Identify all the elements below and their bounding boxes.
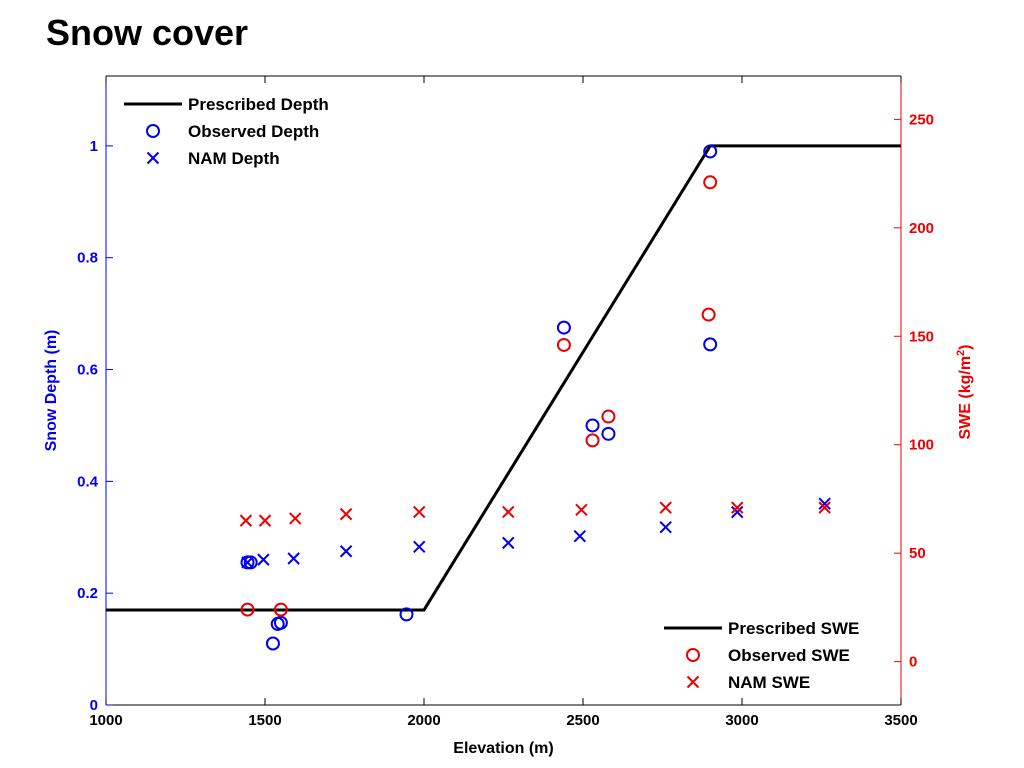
observed-depth-point bbox=[243, 555, 258, 570]
legend-label: Prescribed SWE bbox=[728, 619, 859, 638]
legend-label: Prescribed Depth bbox=[188, 95, 329, 114]
observed-swe-point bbox=[601, 409, 616, 424]
nam-swe-point bbox=[502, 505, 515, 519]
observed-depth-point bbox=[703, 144, 718, 159]
observed-depth-point bbox=[399, 607, 414, 622]
nam-depth-point bbox=[659, 520, 672, 534]
right-y-axis-label: SWE (kg/m2) bbox=[955, 344, 974, 439]
x-axis-label: Elevation (m) bbox=[453, 740, 553, 757]
right-y-tick-label: 0 bbox=[909, 654, 917, 671]
nam-depth-point bbox=[502, 536, 515, 550]
nam-swe-point bbox=[818, 501, 831, 514]
observed-swe-point bbox=[703, 175, 718, 190]
left-y-tick-label: 0 bbox=[90, 697, 98, 714]
left-y-tick-label: 0.8 bbox=[77, 250, 98, 267]
left-y-axis-label: Snow Depth (m) bbox=[43, 330, 60, 452]
observed-swe-point bbox=[273, 602, 288, 617]
nam-swe-legend-symbol bbox=[686, 675, 700, 689]
nam-swe-point bbox=[289, 512, 302, 525]
legend-label: NAM Depth bbox=[188, 149, 280, 168]
right-y-tick-label: 250 bbox=[909, 111, 934, 128]
legend-top-left: Prescribed Depth Observed Depth NAM Depth bbox=[124, 95, 329, 168]
observed-swe-legend-symbol bbox=[686, 648, 700, 662]
nam-depth-point bbox=[818, 497, 831, 510]
observed-depth-point bbox=[556, 320, 571, 335]
right-y-tick-label: 200 bbox=[909, 220, 934, 237]
observed-swe-point bbox=[556, 337, 571, 352]
left-y-tick-label: 1 bbox=[90, 138, 98, 155]
right-y-tick-label: 50 bbox=[909, 545, 926, 562]
nam-swe-point bbox=[413, 505, 426, 519]
observed-depth-point bbox=[273, 615, 288, 630]
legend-bottom-right: Prescribed SWE Observed SWE NAM SWE bbox=[664, 619, 859, 692]
left-y-tick-label: 0.6 bbox=[77, 362, 98, 379]
nam-depth-legend-symbol bbox=[146, 151, 160, 165]
legend-label: Observed Depth bbox=[188, 122, 319, 141]
legend-label: Observed SWE bbox=[728, 646, 850, 665]
observed-swe-point bbox=[701, 307, 716, 322]
nam-depth-point bbox=[257, 553, 270, 566]
nam-depth-point bbox=[339, 545, 353, 558]
left-y-tick-label: 0.4 bbox=[77, 473, 99, 490]
nam-depth-point bbox=[573, 529, 587, 543]
right-y-tick-label: 150 bbox=[909, 328, 934, 345]
nam-swe-point bbox=[258, 514, 272, 527]
observed-depth-point bbox=[265, 636, 280, 651]
right-y-tick-label: 100 bbox=[909, 437, 934, 454]
nam-depth-point bbox=[731, 505, 744, 519]
observed-depth-point bbox=[601, 426, 616, 441]
x-tick-label: 2000 bbox=[407, 712, 440, 729]
nam-depth-point bbox=[287, 552, 300, 565]
nam-swe-point bbox=[659, 501, 672, 514]
nam-swe-point bbox=[731, 501, 744, 514]
nam-depth-point bbox=[413, 540, 426, 553]
x-tick-label: 3000 bbox=[725, 712, 758, 729]
prescribed-depth-line bbox=[106, 144, 901, 612]
x-tick-label: 1000 bbox=[89, 712, 122, 729]
x-tick-label: 3500 bbox=[884, 712, 917, 729]
x-tick-label: 1500 bbox=[248, 712, 281, 729]
observed-depth-point bbox=[585, 418, 600, 433]
slide-title: Snow cover bbox=[46, 12, 249, 53]
nam-swe-point bbox=[339, 507, 353, 521]
nam-swe-point bbox=[575, 503, 588, 517]
observed-swe-point bbox=[585, 433, 600, 448]
left-y-tick-label: 0.2 bbox=[77, 585, 98, 602]
observed-depth-point bbox=[703, 337, 718, 352]
legend-label: NAM SWE bbox=[728, 673, 810, 692]
observed-swe-point bbox=[240, 602, 255, 617]
nam-depth-point bbox=[241, 556, 254, 569]
x-tick-label: 2500 bbox=[566, 712, 599, 729]
nam-swe-point bbox=[239, 514, 253, 527]
observed-depth-legend-symbol bbox=[146, 124, 160, 138]
